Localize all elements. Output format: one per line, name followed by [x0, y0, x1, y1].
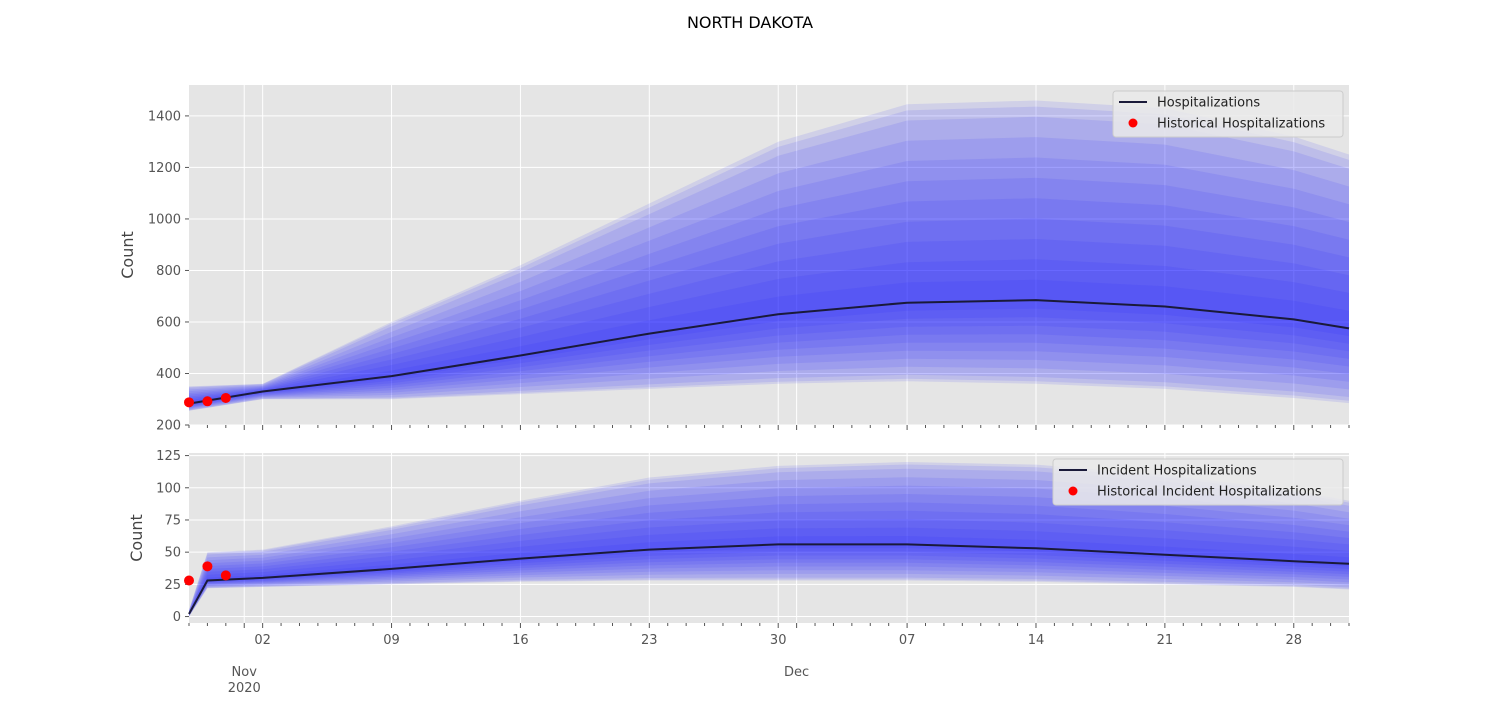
legend-label: Historical Hospitalizations	[1157, 117, 1325, 132]
median-line	[188, 299, 1350, 405]
y-tick-label: 200	[156, 419, 181, 434]
y-axis-label: Count	[118, 231, 137, 279]
uncertainty-band	[189, 494, 1349, 616]
historical-point	[184, 397, 194, 408]
historical-point	[220, 570, 231, 581]
x-tick-label: 02	[254, 633, 271, 648]
y-tick-label: 400	[156, 367, 181, 382]
y-tick-label: 125	[156, 449, 181, 464]
x-year-label: 2020	[228, 681, 261, 696]
legend: Incident Hospitalizations Historical Inci…	[1052, 458, 1344, 506]
uncertainty-band	[189, 198, 1349, 408]
y-tick-label: 1200	[148, 161, 181, 176]
x-tick-label: 09	[383, 633, 400, 648]
historical-point	[184, 575, 194, 586]
uncertainty-band	[189, 477, 1349, 617]
x-tick-label: 21	[1157, 633, 1174, 648]
legend-label: Incident Hospitalizations	[1097, 464, 1257, 479]
uncertainty-band	[189, 510, 1349, 615]
uncertainty-band	[189, 279, 1349, 405]
y-tick-label: 50	[164, 546, 181, 561]
x-tick-label: 30	[770, 633, 787, 648]
hospitalizations-panel: 200 400 600 800 1000 1200 1400 Count Hospitaliza…	[118, 85, 1350, 434]
uncertainty-band	[189, 100, 1349, 411]
x-month-label: Nov	[232, 665, 258, 680]
chart-title: NORTH DAKOTA	[687, 13, 813, 32]
uncertainty-band	[189, 239, 1349, 406]
historical-point	[202, 396, 213, 407]
historical-point	[202, 561, 213, 572]
legend-point-swatch	[1068, 486, 1078, 496]
y-tick-label: 25	[164, 578, 181, 593]
y-tick-label: 600	[156, 315, 181, 330]
uncertainty-band	[189, 137, 1349, 410]
x-tick-label: 16	[512, 633, 529, 648]
uncertainty-band	[189, 157, 1349, 409]
incident-hospitalizations-panel: 0 25 50 75 100 125 Count Incident Hospitalizati…	[127, 449, 1350, 628]
uncertainty-band	[189, 519, 1349, 615]
y-axis-label: Count	[127, 514, 146, 562]
uncertainty-band	[189, 259, 1349, 406]
x-tick-label: 14	[1028, 633, 1045, 648]
legend-label: Hospitalizations	[1157, 96, 1260, 111]
uncertainty-band	[189, 116, 1349, 411]
median-line	[188, 543, 1350, 615]
plot-area	[189, 85, 1349, 425]
x-tick-label: 23	[641, 633, 658, 648]
y-tick-label: 100	[156, 481, 181, 496]
legend: Hospitalizations Historical Hospitalizati…	[1112, 90, 1344, 138]
y-tick-label: 1000	[148, 212, 181, 227]
legend-box	[1052, 458, 1344, 506]
y-tick-label: 0	[173, 610, 181, 625]
uncertainty-band	[189, 106, 1349, 411]
uncertainty-band	[189, 502, 1349, 616]
x-tick-label: 07	[899, 633, 916, 648]
x-tick-label: 28	[1285, 633, 1302, 648]
y-tick-label: 1400	[148, 109, 181, 124]
uncertainty-band	[189, 485, 1349, 616]
y-tick-label: 800	[156, 264, 181, 279]
legend-label: Historical Incident Hospitalizations	[1097, 485, 1322, 500]
uncertainty-band	[189, 218, 1349, 407]
historical-point	[220, 392, 231, 403]
legend-point-swatch	[1128, 118, 1138, 128]
y-tick-label: 75	[164, 513, 181, 528]
uncertainty-band	[189, 468, 1349, 617]
x-month-label: Dec	[784, 665, 809, 680]
legend-box	[1112, 90, 1344, 138]
uncertainty-band	[189, 177, 1349, 408]
